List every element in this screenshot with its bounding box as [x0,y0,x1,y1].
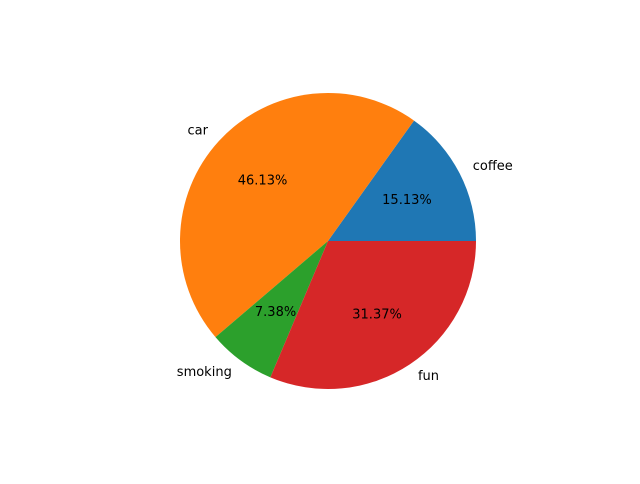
pie-slice-car [180,93,415,338]
slice-percent-fun: 31.37% [352,308,402,323]
slice-percent-smoking: 7.38% [255,305,296,320]
pie-slices [180,93,476,389]
pie-slice-fun [270,241,476,389]
slice-label-smoking: smoking [177,365,232,380]
pie-labels: coffee 15.13% car 46.13% smoking 7.38% fun 31.3… [177,123,513,384]
slice-percent-car: 46.13% [238,173,288,188]
slice-percent-coffee: 15.13% [382,193,432,208]
slice-label-car: car [188,123,209,138]
pie-slice-coffee [328,120,476,241]
slice-label-coffee: coffee [473,159,513,174]
slice-label-fun: fun [418,369,439,384]
pie-slice-smoking [215,241,328,378]
